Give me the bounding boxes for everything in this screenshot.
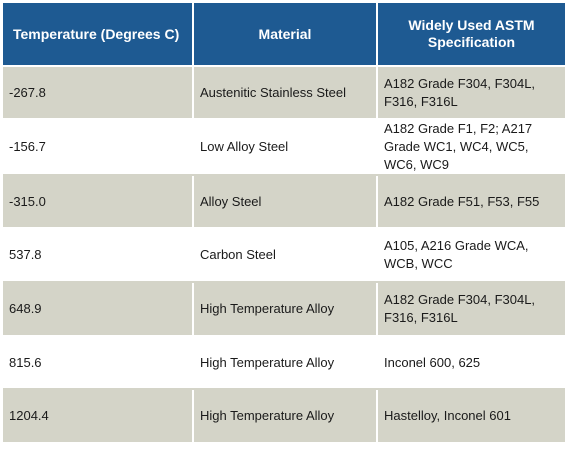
specification-cell: Hastelloy, Inconel 601 [377, 389, 565, 444]
material-cell: High Temperature Alloy [193, 389, 378, 444]
material-cell: Austenitic Stainless Steel [193, 66, 378, 120]
specification-cell: A182 Grade F304, F304L, F316, F316L [377, 66, 565, 120]
table-row: 815.6 High Temperature Alloy Inconel 600… [3, 336, 565, 390]
specification-cell: Inconel 600, 625 [377, 336, 565, 390]
header-specification: Widely Used ASTM Specification [377, 3, 565, 67]
header-temperature: Temperature (Degrees C) [3, 3, 194, 67]
table-row: 1204.4 High Temperature Alloy Hastelloy,… [3, 389, 565, 444]
temperature-cell: 648.9 [3, 282, 194, 337]
temperature-cell: -267.8 [3, 66, 194, 120]
header-row: Temperature (Degrees C) Material Widely … [3, 3, 565, 67]
table-row: -267.8 Austenitic Stainless Steel A182 G… [3, 66, 565, 120]
material-cell: High Temperature Alloy [193, 336, 378, 390]
temperature-cell: -315.0 [3, 175, 194, 229]
specification-cell: A182 Grade F51, F53, F55 [377, 175, 565, 229]
specification-cell: A105, A216 Grade WCA, WCB, WCC [377, 228, 565, 283]
table-row: -315.0 Alloy Steel A182 Grade F51, F53, … [3, 175, 565, 229]
table-row: 537.8 Carbon Steel A105, A216 Grade WCA,… [3, 228, 565, 283]
astm-specification-table: Temperature (Degrees C) Material Widely … [3, 3, 565, 444]
table-row: 648.9 High Temperature Alloy A182 Grade … [3, 282, 565, 337]
specification-cell: A182 Grade F304, F304L, F316, F316L [377, 282, 565, 337]
material-cell: Alloy Steel [193, 175, 378, 229]
material-cell: Carbon Steel [193, 228, 378, 283]
header-material: Material [193, 3, 378, 67]
material-cell: High Temperature Alloy [193, 282, 378, 337]
temperature-cell: 537.8 [3, 228, 194, 283]
specification-cell: A182 Grade F1, F2; A217 Grade WC1, WC4, … [377, 119, 565, 176]
material-cell: Low Alloy Steel [193, 119, 378, 176]
temperature-cell: 1204.4 [3, 389, 194, 444]
temperature-cell: -156.7 [3, 119, 194, 176]
table-row: -156.7 Low Alloy Steel A182 Grade F1, F2… [3, 119, 565, 176]
temperature-cell: 815.6 [3, 336, 194, 390]
